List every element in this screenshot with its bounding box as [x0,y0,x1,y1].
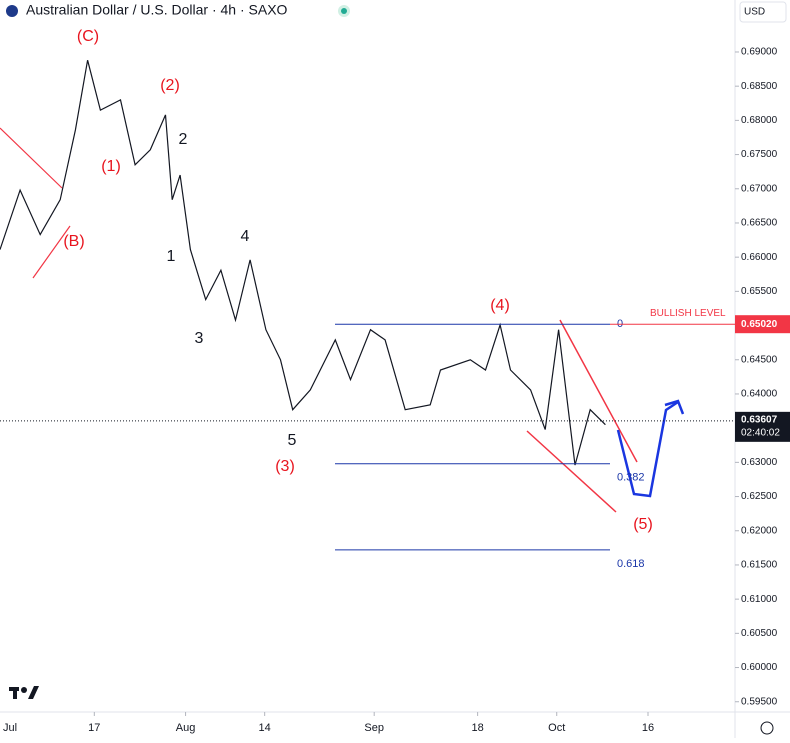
y-tick-label: 0.62500 [741,491,778,502]
x-tick-label: 17 [88,722,100,734]
x-tick-label: Sep [364,722,384,734]
wave-label: (1) [101,158,121,175]
y-tick-label: 0.66500 [741,218,778,229]
projection-path [616,400,679,498]
y-tick-label: 0.62000 [741,525,778,536]
currency-button[interactable] [739,1,787,23]
x-tick-label: Oct [548,722,565,734]
y-tick-label: 0.60500 [741,628,778,639]
y-tick-label: 0.67000 [741,183,778,194]
y-tick-label: 0.69000 [741,47,778,58]
y-tick-label: 0.63000 [741,457,778,468]
price-line [0,60,606,466]
settings-icon[interactable] [760,721,774,735]
y-tick-label: 0.60000 [741,662,778,673]
y-tick-label: 0.59500 [741,696,778,707]
trendline [526,430,617,513]
fib-label: 0.618 [617,558,645,570]
y-tick-label: 0.64000 [741,389,778,400]
wave-label: 3 [195,330,204,347]
y-tick-label: 0.68500 [741,81,778,92]
y-tick-label: 0.66000 [741,252,778,263]
wave-label: 4 [241,228,250,245]
bullish-price-label: 0.65020 [741,319,778,330]
wave-label: 2 [179,131,188,148]
trendline [0,127,63,189]
projection-arrowhead [664,399,685,415]
currency: USD [744,7,765,18]
countdown: 02:40:02 [741,427,780,438]
x-tick-label: Aug [176,722,196,734]
y-tick-label: 0.64500 [741,354,778,365]
bullish-level-label: BULLISH LEVEL [650,308,726,319]
wave-label: (4) [490,297,510,314]
x-tick-label: 18 [472,722,484,734]
trendline [32,225,71,279]
wave-label: (3) [275,458,295,475]
wave-label: 1 [167,248,176,265]
wave-label: (5) [633,516,653,533]
wave-label: (2) [160,77,180,94]
logo [9,686,39,699]
flag-icon [6,5,18,17]
y-tick-label: 0.61500 [741,560,778,571]
y-tick-label: 0.67500 [741,149,778,160]
status-dot-inner [341,8,347,14]
last-price-tag [735,411,790,442]
trendline [559,319,638,463]
symbol-title: Australian Dollar / U.S. Dollar · 4h · S… [26,2,288,18]
y-tick-label: 0.61000 [741,594,778,605]
last-price-label: 0.63607 [741,414,778,425]
fib-label: 0.382 [617,472,645,484]
wave-label: (C) [77,28,99,45]
x-tick-label: 14 [259,722,271,734]
y-tick-label: 0.65500 [741,286,778,297]
bullish-price-tag [735,315,790,334]
y-tick-label: 0.68000 [741,115,778,126]
wave-label: (B) [63,233,84,250]
wave-label: 5 [288,432,297,449]
x-tick-label: Jul [3,722,17,734]
x-tick-label: 16 [642,722,654,734]
